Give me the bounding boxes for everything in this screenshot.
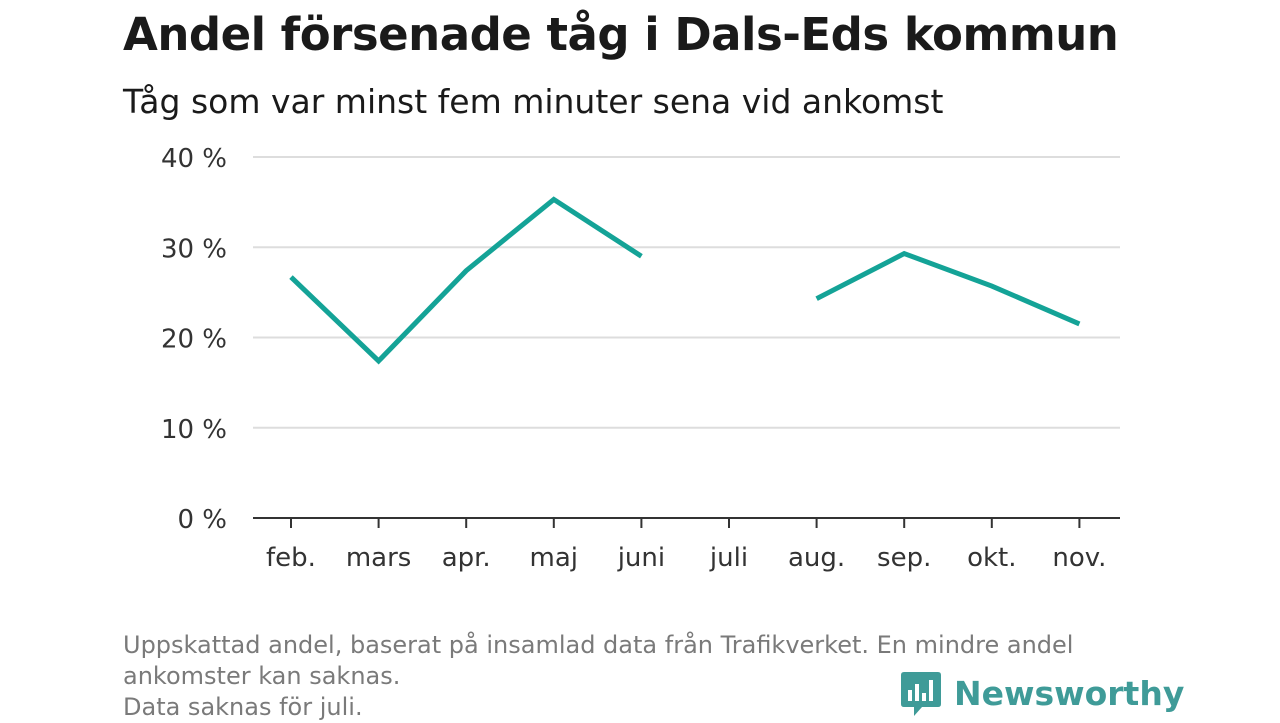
x-tick-label: mars xyxy=(346,543,412,573)
y-tick-label: 40 % xyxy=(161,144,227,174)
y-axis-ticks: 0 % 10 % 20 % 30 % 40 % xyxy=(161,144,227,535)
newsworthy-logo-icon xyxy=(900,668,942,718)
x-tick-label: apr. xyxy=(442,543,491,573)
y-tick-label: 10 % xyxy=(161,415,227,445)
x-tick-label: juli xyxy=(709,543,748,573)
x-tick-label: sep. xyxy=(877,543,931,573)
series-line-segment xyxy=(817,254,1080,324)
x-tick-label: okt. xyxy=(967,543,1016,573)
x-tick-label: aug. xyxy=(788,543,845,573)
x-tick-label: maj xyxy=(530,543,578,573)
x-axis-ticks: feb. mars apr. maj juni juli aug. sep. okt. nov. xyxy=(266,518,1106,573)
y-tick-label: 30 % xyxy=(161,234,227,264)
grid-lines xyxy=(253,157,1120,428)
y-tick-label: 20 % xyxy=(161,325,227,355)
x-tick-label: feb. xyxy=(266,543,316,573)
x-tick-label: juni xyxy=(617,543,665,573)
footnote-line: Uppskattad andel, baserat på insamlad da… xyxy=(123,630,1163,661)
x-tick-label: nov. xyxy=(1052,543,1106,573)
y-tick-label: 0 % xyxy=(177,505,227,535)
newsworthy-logo-text: Newsworthy xyxy=(954,674,1184,713)
newsworthy-logo: Newsworthy xyxy=(900,668,1184,718)
line-chart: 0 % 10 % 20 % 30 % 40 % feb. mars apr. maj juni j… xyxy=(0,0,1280,600)
